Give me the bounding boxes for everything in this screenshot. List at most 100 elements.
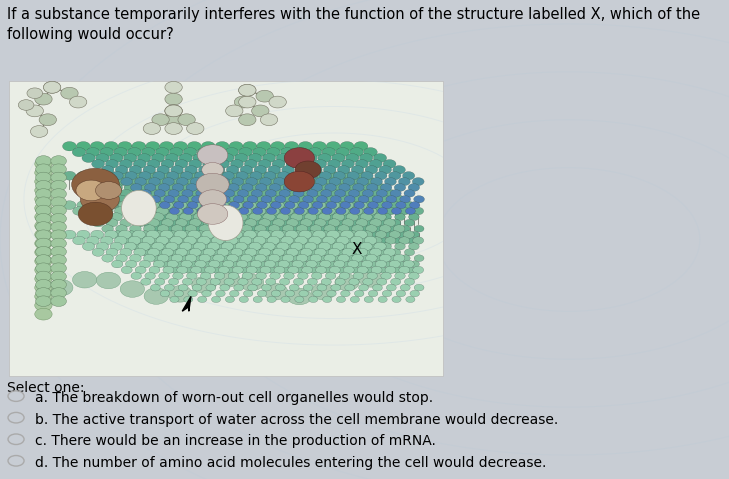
Circle shape xyxy=(178,284,188,291)
Circle shape xyxy=(145,272,155,279)
Circle shape xyxy=(36,205,51,216)
Circle shape xyxy=(278,171,290,180)
Circle shape xyxy=(230,230,243,239)
Circle shape xyxy=(102,195,114,203)
Circle shape xyxy=(246,237,257,244)
Circle shape xyxy=(377,219,387,226)
Circle shape xyxy=(394,195,405,203)
Circle shape xyxy=(141,148,155,157)
Circle shape xyxy=(333,171,346,180)
Circle shape xyxy=(327,290,336,297)
Circle shape xyxy=(371,207,382,215)
Circle shape xyxy=(35,176,52,187)
Circle shape xyxy=(252,190,262,197)
Circle shape xyxy=(302,207,313,215)
Circle shape xyxy=(367,243,378,250)
Circle shape xyxy=(234,225,243,232)
Circle shape xyxy=(144,183,156,192)
Circle shape xyxy=(243,202,254,209)
Circle shape xyxy=(285,201,298,210)
Circle shape xyxy=(142,207,155,216)
Circle shape xyxy=(261,195,272,203)
Circle shape xyxy=(277,213,289,221)
Circle shape xyxy=(381,243,391,250)
Circle shape xyxy=(285,230,298,239)
Circle shape xyxy=(313,171,326,180)
Circle shape xyxy=(101,177,113,186)
Circle shape xyxy=(292,231,303,239)
Circle shape xyxy=(302,266,313,274)
Circle shape xyxy=(320,260,331,268)
Circle shape xyxy=(327,231,336,238)
Circle shape xyxy=(190,248,201,256)
Circle shape xyxy=(279,278,289,285)
Circle shape xyxy=(311,284,335,300)
Circle shape xyxy=(160,261,170,267)
Circle shape xyxy=(245,219,257,227)
Circle shape xyxy=(354,141,368,151)
Circle shape xyxy=(207,242,219,251)
Circle shape xyxy=(206,284,216,291)
Circle shape xyxy=(252,105,269,117)
Circle shape xyxy=(216,271,240,287)
Circle shape xyxy=(386,284,397,291)
Circle shape xyxy=(343,178,355,185)
Circle shape xyxy=(267,267,276,273)
Circle shape xyxy=(287,288,311,305)
Circle shape xyxy=(187,272,197,279)
Circle shape xyxy=(375,171,387,180)
Circle shape xyxy=(253,207,266,216)
Circle shape xyxy=(297,272,308,279)
Circle shape xyxy=(277,242,289,251)
Circle shape xyxy=(200,213,211,220)
Circle shape xyxy=(128,207,141,216)
Circle shape xyxy=(351,177,363,186)
Circle shape xyxy=(336,207,346,215)
Circle shape xyxy=(267,148,280,157)
Circle shape xyxy=(133,160,146,168)
Circle shape xyxy=(63,230,76,239)
Circle shape xyxy=(307,219,318,226)
Circle shape xyxy=(281,297,290,303)
Circle shape xyxy=(133,201,145,210)
Circle shape xyxy=(362,190,373,197)
Circle shape xyxy=(335,219,346,226)
Circle shape xyxy=(284,183,295,192)
Circle shape xyxy=(235,154,248,162)
Circle shape xyxy=(171,254,183,262)
Circle shape xyxy=(302,237,313,244)
Circle shape xyxy=(339,243,350,250)
Circle shape xyxy=(311,243,322,250)
Circle shape xyxy=(120,160,132,168)
Circle shape xyxy=(164,284,174,291)
Circle shape xyxy=(201,202,211,209)
Circle shape xyxy=(110,213,122,221)
Circle shape xyxy=(346,242,359,251)
Circle shape xyxy=(133,219,146,227)
Circle shape xyxy=(342,189,354,197)
Circle shape xyxy=(392,297,401,303)
Circle shape xyxy=(399,195,410,203)
Circle shape xyxy=(400,284,410,291)
Circle shape xyxy=(295,267,304,273)
Circle shape xyxy=(311,272,322,279)
Circle shape xyxy=(169,148,183,157)
Circle shape xyxy=(314,219,326,227)
Circle shape xyxy=(131,213,141,220)
Circle shape xyxy=(348,260,359,268)
Circle shape xyxy=(291,183,303,192)
Circle shape xyxy=(249,213,261,221)
Circle shape xyxy=(35,93,52,105)
Circle shape xyxy=(257,201,270,210)
Circle shape xyxy=(228,243,238,250)
Circle shape xyxy=(148,189,160,197)
Circle shape xyxy=(35,282,52,294)
Circle shape xyxy=(364,148,378,157)
Circle shape xyxy=(145,243,155,250)
Circle shape xyxy=(351,207,363,216)
Circle shape xyxy=(190,189,201,197)
Circle shape xyxy=(291,242,303,251)
Circle shape xyxy=(332,242,345,251)
Circle shape xyxy=(295,148,308,157)
Circle shape xyxy=(305,171,318,180)
